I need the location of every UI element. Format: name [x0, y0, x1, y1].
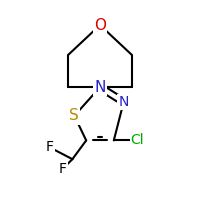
- Text: N: N: [118, 95, 129, 109]
- Text: S: S: [69, 108, 79, 123]
- Text: F: F: [46, 140, 54, 154]
- Text: N: N: [94, 80, 106, 95]
- Text: O: O: [94, 18, 106, 33]
- Text: F: F: [59, 162, 67, 176]
- Text: Cl: Cl: [131, 133, 144, 147]
